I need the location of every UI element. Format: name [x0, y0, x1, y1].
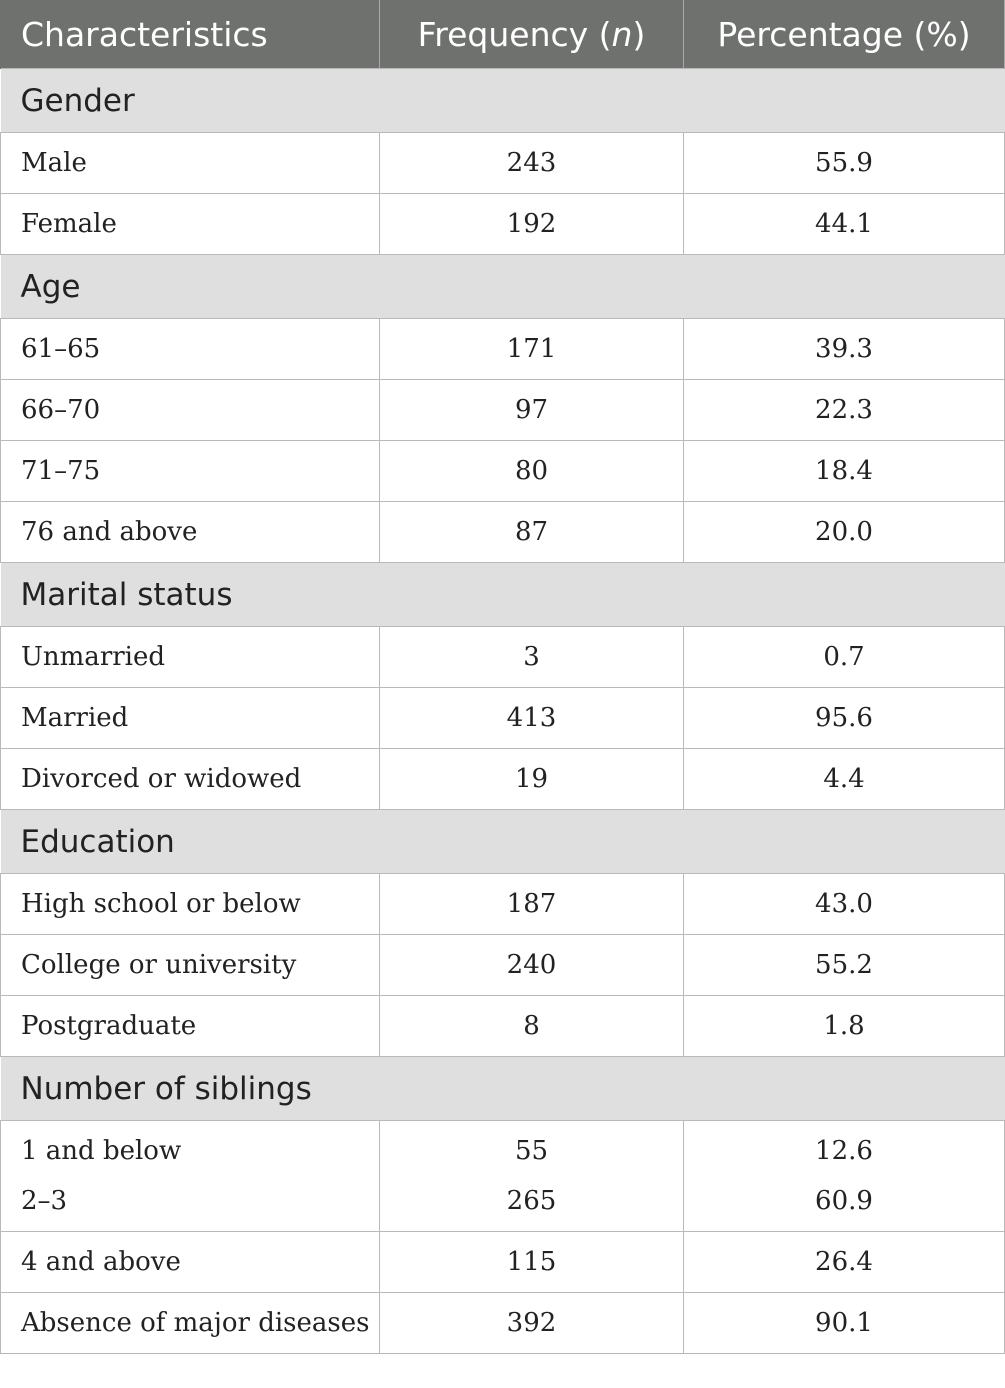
table-row: College or university 240 55.2: [0, 934, 1005, 996]
row-label: 71–75: [0, 440, 380, 502]
row-frequency: 192: [379, 193, 684, 255]
table-row: 4 and above 115 26.4: [0, 1231, 1005, 1293]
row-percentage: 90.1: [683, 1292, 1005, 1354]
row-percentage: 44.1: [683, 193, 1005, 255]
row-percentage: 55.9: [683, 132, 1005, 194]
group-title: Number of siblings: [0, 1056, 1005, 1121]
row-percentage: 18.4: [683, 440, 1005, 502]
row-percentage: 26.4: [683, 1231, 1005, 1293]
row-percentage: 1.8: [683, 995, 1005, 1057]
row-frequency: 413: [379, 687, 684, 749]
group-title: Gender: [0, 68, 1005, 133]
row-frequency: 187: [379, 873, 684, 935]
row-label: Absence of major diseases: [0, 1292, 380, 1354]
row-percentage: 39.3: [683, 318, 1005, 380]
row-frequency: 240: [379, 934, 684, 996]
table-row: 71–75 80 18.4: [0, 440, 1005, 502]
row-percentage-line: 60.9: [815, 1186, 873, 1216]
table-row: Postgraduate 8 1.8: [0, 995, 1005, 1057]
row-label: Unmarried: [0, 626, 380, 688]
row-frequency: 171: [379, 318, 684, 380]
header-row: Characteristics Frequency (n) Percentage…: [0, 0, 1005, 69]
row-frequency: 3: [379, 626, 684, 688]
row-label: Married: [0, 687, 380, 749]
row-label: 66–70: [0, 379, 380, 441]
row-label: Female: [0, 193, 380, 255]
table-row: Male 243 55.9: [0, 132, 1005, 194]
row-frequency: 8: [379, 995, 684, 1057]
row-label: 61–65: [0, 318, 380, 380]
table-row: Female 192 44.1: [0, 193, 1005, 255]
row-label: 1 and below 2–3: [0, 1120, 380, 1232]
row-label: 4 and above: [0, 1231, 380, 1293]
row-label-line: 2–3: [21, 1186, 68, 1216]
header-frequency: Frequency (n): [379, 0, 684, 69]
row-label: College or university: [0, 934, 380, 996]
row-percentage: 95.6: [683, 687, 1005, 749]
header-frequency-var: n: [611, 14, 633, 54]
table-row: 61–65 171 39.3: [0, 318, 1005, 380]
row-percentage: 4.4: [683, 748, 1005, 810]
row-frequency-line: 55: [514, 1136, 549, 1166]
row-frequency: 97: [379, 379, 684, 441]
row-percentage: 12.6 60.9: [683, 1120, 1005, 1232]
row-label: High school or below: [0, 873, 380, 935]
table-body: Gender Male 243 55.9 Female 192 44.1 Age…: [0, 68, 1005, 1354]
header-percentage: Percentage (%): [683, 0, 1005, 69]
header-frequency-suffix: ): [632, 14, 646, 54]
group-row-marital-status: Marital status: [0, 562, 1005, 627]
row-percentage: 43.0: [683, 873, 1005, 935]
row-frequency: 392: [379, 1292, 684, 1354]
table-row: 66–70 97 22.3: [0, 379, 1005, 441]
row-label: 76 and above: [0, 501, 380, 563]
row-percentage: 20.0: [683, 501, 1005, 563]
table-row: 1 and below 2–3 55 265 12.6 60.9: [0, 1120, 1005, 1232]
group-title: Education: [0, 809, 1005, 874]
table-row: Unmarried 3 0.7: [0, 626, 1005, 688]
group-title: Age: [0, 254, 1005, 319]
header-frequency-prefix: Frequency (: [417, 14, 612, 54]
row-frequency: 115: [379, 1231, 684, 1293]
header-characteristics: Characteristics: [0, 0, 380, 69]
table-row: Absence of major diseases 392 90.1: [0, 1292, 1005, 1354]
table-row: High school or below 187 43.0: [0, 873, 1005, 935]
row-label: Male: [0, 132, 380, 194]
row-frequency: 243: [379, 132, 684, 194]
row-frequency: 19: [379, 748, 684, 810]
row-label: Postgraduate: [0, 995, 380, 1057]
demographics-table: Characteristics Frequency (n) Percentage…: [0, 0, 1005, 1354]
row-label: Divorced or widowed: [0, 748, 380, 810]
group-row-number-of-siblings: Number of siblings: [0, 1056, 1005, 1121]
row-frequency: 55 265: [379, 1120, 684, 1232]
group-row-gender: Gender: [0, 68, 1005, 133]
row-percentage: 0.7: [683, 626, 1005, 688]
row-percentage-line: 12.6: [815, 1136, 873, 1166]
group-title: Marital status: [0, 562, 1005, 627]
row-frequency: 80: [379, 440, 684, 502]
group-row-age: Age: [0, 254, 1005, 319]
table-header: Characteristics Frequency (n) Percentage…: [0, 0, 1005, 69]
row-percentage: 22.3: [683, 379, 1005, 441]
row-frequency-line: 265: [506, 1186, 557, 1216]
group-row-education: Education: [0, 809, 1005, 874]
table-row: Married 413 95.6: [0, 687, 1005, 749]
row-frequency: 87: [379, 501, 684, 563]
row-percentage: 55.2: [683, 934, 1005, 996]
table-row: 76 and above 87 20.0: [0, 501, 1005, 563]
table-row: Divorced or widowed 19 4.4: [0, 748, 1005, 810]
row-label-line: 1 and below: [21, 1136, 182, 1166]
